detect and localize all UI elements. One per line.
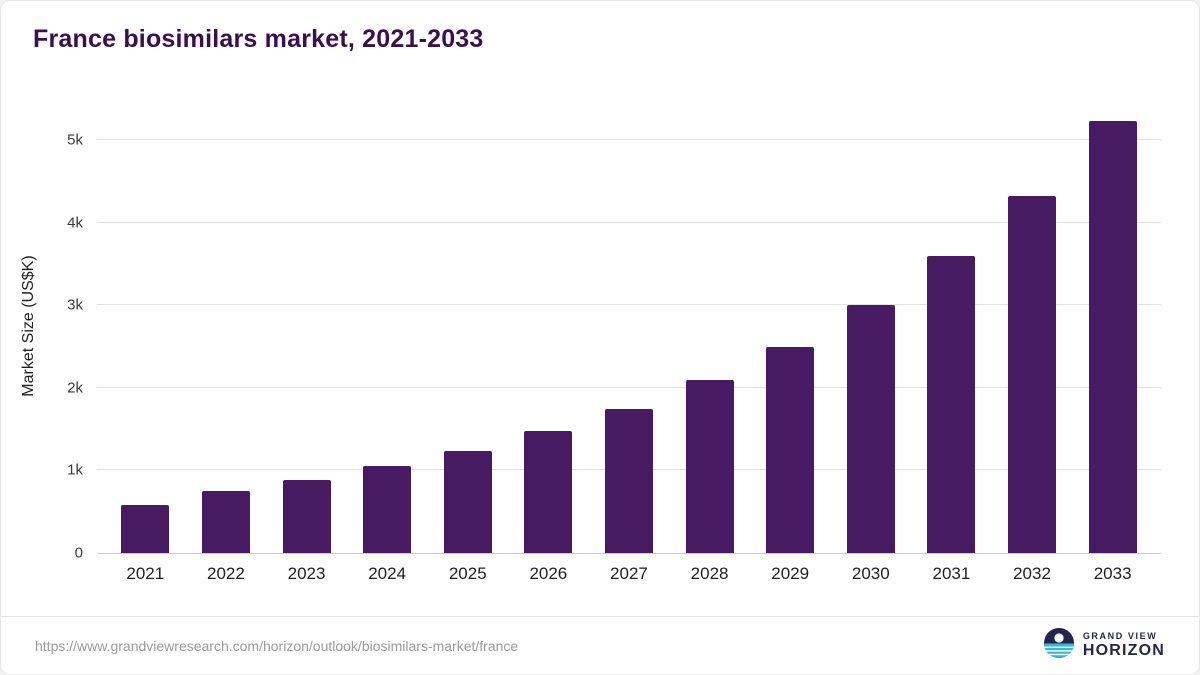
logo-text: GRAND VIEW HORIZON bbox=[1083, 631, 1165, 660]
x-axis-label: 2032 bbox=[1013, 564, 1051, 583]
x-axis-labels: 2021 2022 2023 2024 2025 2026 2027 2028 2029 2030… bbox=[97, 564, 1161, 584]
y-axis-tick-label: 0 bbox=[74, 544, 83, 562]
bar-slot bbox=[830, 99, 911, 553]
bar-2026 bbox=[524, 430, 573, 553]
bar-slot bbox=[508, 99, 589, 553]
bars bbox=[97, 99, 1161, 553]
gridline bbox=[97, 139, 1161, 141]
y-axis-tick-label: 3k bbox=[67, 296, 83, 314]
chart-area: Market Size (US$K) 0 1k 2k 3k 4k 5k 2021 2022 2… bbox=[1, 99, 1199, 584]
x-axis-label: 2023 bbox=[287, 564, 326, 583]
bar-2023 bbox=[282, 479, 331, 553]
plot-area: 0 1k 2k 3k 4k 5k bbox=[67, 99, 1161, 562]
x-axis-label: 2021 bbox=[126, 564, 165, 583]
gridline bbox=[97, 386, 1161, 388]
grandview-horizon-logo: GRAND VIEW HORIZON bbox=[1043, 628, 1165, 663]
y-axis-tick-label: 5k bbox=[67, 131, 83, 149]
x-axis-label: 2033 bbox=[1093, 564, 1132, 583]
bar-2028 bbox=[685, 380, 734, 553]
bar-2032 bbox=[1008, 195, 1056, 553]
y-axis-tick-label: 4k bbox=[67, 214, 83, 232]
bar-slot bbox=[105, 99, 186, 553]
bar-2025 bbox=[443, 450, 492, 553]
bar-2031 bbox=[927, 255, 976, 553]
bar-slot bbox=[266, 99, 347, 553]
bar-2022 bbox=[201, 491, 250, 553]
gridline bbox=[97, 304, 1161, 306]
bar-2030 bbox=[846, 305, 895, 553]
y-axis-tick-label: 2k bbox=[67, 379, 83, 397]
x-axis-label: 2024 bbox=[368, 564, 407, 583]
y-axis-tick-label: 1k bbox=[67, 461, 83, 479]
footer: https://www.grandviewresearch.com/horizo… bbox=[1, 616, 1199, 674]
bar-slot bbox=[1072, 99, 1153, 553]
bar-2029 bbox=[766, 346, 815, 553]
bar-2033 bbox=[1088, 121, 1137, 553]
bar-slot bbox=[669, 99, 750, 553]
bar-2027 bbox=[604, 408, 653, 553]
logo-text-top: GRAND VIEW bbox=[1082, 631, 1158, 641]
grandview-horizon-logo-icon bbox=[1043, 628, 1074, 663]
x-axis-label: 2030 bbox=[851, 564, 890, 583]
bar-slot bbox=[347, 99, 428, 553]
x-axis-label: 2029 bbox=[771, 564, 810, 583]
logo-text-bottom: HORIZON bbox=[1082, 642, 1165, 659]
x-axis-label: 2031 bbox=[932, 564, 971, 583]
x-axis-label: 2026 bbox=[529, 564, 568, 583]
x-axis-label: 2028 bbox=[690, 564, 729, 583]
x-axis-label: 2027 bbox=[610, 564, 648, 583]
bar-slot bbox=[992, 99, 1073, 553]
bar-slot bbox=[589, 99, 670, 553]
x-axis-label: 2022 bbox=[207, 564, 245, 583]
gridline bbox=[97, 221, 1161, 223]
bar-slot bbox=[427, 99, 508, 553]
bar-2024 bbox=[363, 466, 412, 553]
bar-slot bbox=[911, 99, 992, 553]
chart-title: France biosimilars market, 2021-2033 bbox=[33, 25, 484, 53]
y-axis-title: Market Size (US$K) bbox=[20, 255, 37, 397]
source-url: https://www.grandviewresearch.com/horizo… bbox=[35, 637, 519, 654]
bar-slot bbox=[750, 99, 831, 553]
bar-slot bbox=[186, 99, 267, 553]
x-axis-label: 2025 bbox=[448, 564, 487, 583]
bar-2021 bbox=[121, 505, 170, 553]
